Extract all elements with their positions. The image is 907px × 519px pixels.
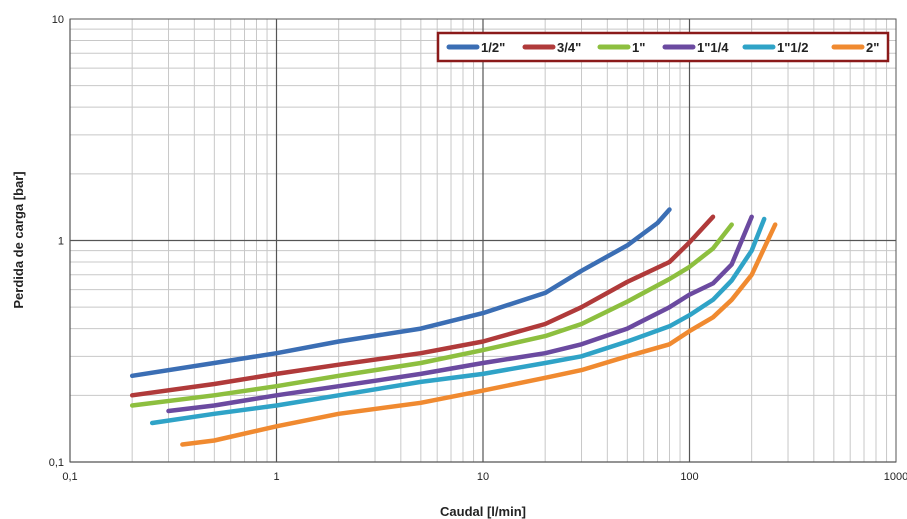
x-tick-labels: 0,1 1 10 100 1000 bbox=[62, 471, 907, 483]
legend: 1/2" 3/4" 1" 1"1/4 1"1/2 2" bbox=[436, 31, 890, 63]
series-layer bbox=[129, 207, 778, 447]
y-tick-label: 10 bbox=[52, 14, 64, 26]
x-tick-label: 1 bbox=[273, 471, 279, 483]
x-tick-label: 0,1 bbox=[62, 471, 77, 483]
series-line bbox=[129, 207, 672, 379]
y-axis-title: Perdida de carga [bar] bbox=[11, 171, 26, 308]
x-tick-label: 1000 bbox=[884, 471, 907, 483]
x-axis-title: Caudal [l/min] bbox=[440, 504, 526, 519]
legend-label: 1" bbox=[632, 40, 645, 55]
legend-box bbox=[436, 31, 890, 63]
series-line bbox=[180, 222, 778, 447]
x-tick-label: 100 bbox=[680, 471, 698, 483]
series-line bbox=[129, 214, 716, 398]
x-tick-label: 10 bbox=[477, 471, 489, 483]
series-line bbox=[166, 214, 754, 414]
y-tick-label: 0,1 bbox=[49, 457, 64, 469]
legend-label: 3/4" bbox=[557, 40, 581, 55]
series-line bbox=[149, 216, 767, 426]
legend-label: 1"1/2 bbox=[777, 40, 808, 55]
series-line bbox=[129, 222, 734, 408]
y-tick-label: 1 bbox=[58, 236, 64, 248]
legend-label: 1"1/4 bbox=[697, 40, 729, 55]
legend-label: 2" bbox=[866, 40, 879, 55]
legend-label: 1/2" bbox=[481, 40, 505, 55]
plot-border bbox=[69, 18, 897, 463]
y-tick-labels: 0,1 1 10 bbox=[49, 14, 64, 469]
